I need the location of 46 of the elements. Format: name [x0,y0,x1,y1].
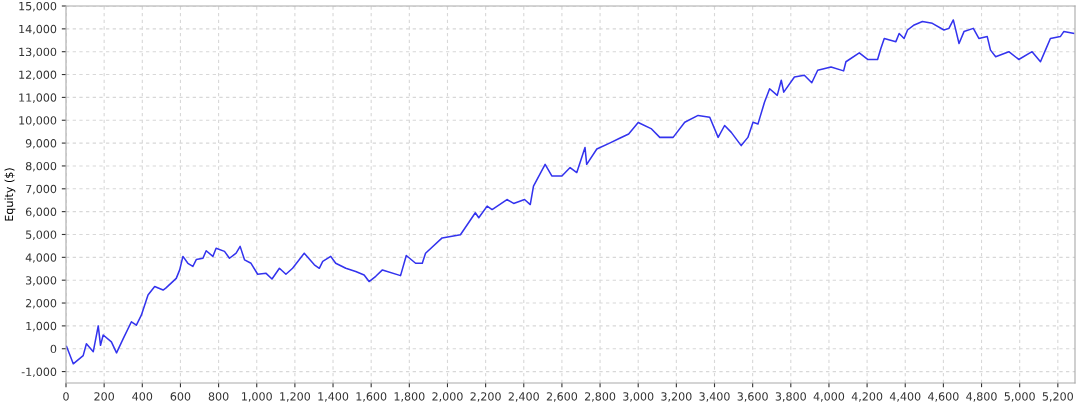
x-tick-label: 3,400 [699,392,730,402]
y-tick-label: 8,000 [25,161,57,172]
y-tick-label: 1,000 [26,321,57,332]
x-tick-label: 400 [132,392,153,401]
y-tick-label: 3,000 [26,276,57,286]
x-tick-label: 800 [208,392,229,401]
x-tick-label: 2,400 [508,392,539,402]
x-tick-label: 5,000 [1004,392,1035,402]
x-tick-label: 1,600 [356,392,387,402]
x-tick-label: 2,600 [546,392,578,402]
x-tick-label: 4,400 [889,392,921,402]
y-axis-title: Equity ($) [4,168,16,221]
y-tick-label: 14,000 [19,24,57,35]
x-tick-label: 4,800 [966,392,997,402]
x-tick-label: 5,200 [1042,392,1073,402]
x-tick-label: 200 [94,392,115,401]
y-tick-label: 5,000 [26,230,57,240]
x-tick-label: 4,000 [813,392,845,402]
y-tick-label: 11,000 [19,93,57,103]
x-tick-label: 600 [170,392,191,401]
x-tick-label: 3,800 [775,392,806,402]
y-tick-label: -1,000 [21,367,57,378]
y-tick-label: 9,000 [25,139,57,149]
y-tick-label: 13,000 [19,47,57,58]
y-tick-label: 7,000 [26,184,57,195]
x-tick-label: 1,400 [318,392,349,402]
x-tick-label: 3,200 [661,392,692,402]
line-series [66,19,1075,365]
x-tick-label: 4,600 [928,392,959,402]
x-tick-label: 1,800 [394,392,425,402]
y-tick-label: 0 [50,344,57,354]
x-tick-label: 2,800 [584,392,616,402]
y-tick-label: 15,000 [19,1,57,12]
y-tick-label: 6,000 [25,207,57,218]
x-tick-label: 2,000 [432,392,463,402]
y-tick-label: 2,000 [25,299,57,309]
x-tick-label: 2,200 [470,392,501,402]
x-tick-label: 0 [63,392,69,401]
x-tick-label: 3,000 [623,392,654,402]
y-tick-label: 4,000 [25,253,57,263]
y-tick-label: 10,000 [19,116,57,126]
x-tick-label: 1,000 [242,392,272,402]
x-tick-label: 4,200 [851,392,883,402]
y-tick-label: 12,000 [19,70,57,81]
x-tick-label: 3,600 [737,392,768,402]
x-tick-label: 1,200 [280,392,311,402]
